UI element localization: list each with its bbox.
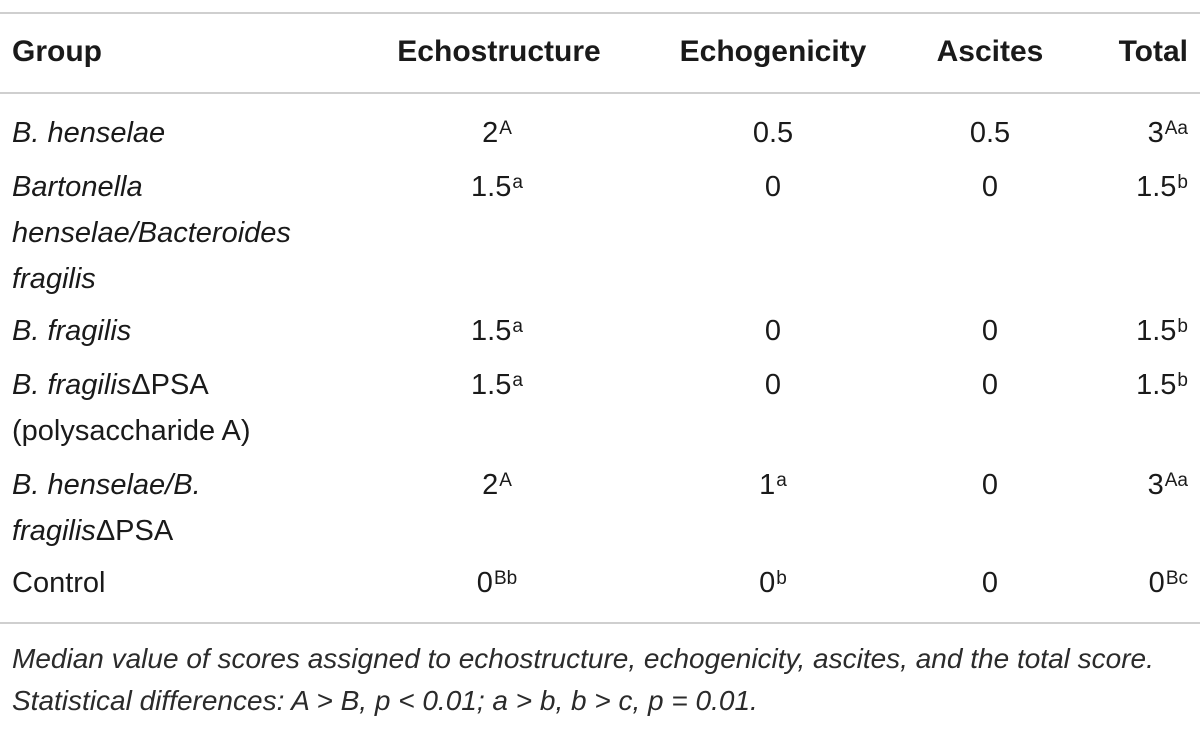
row-2-ascites: 0: [981, 171, 999, 203]
row-1-echostructure: 2A: [482, 117, 512, 149]
row-4-echostructure: 1.5a: [471, 369, 523, 401]
row-5-total: 3Aa: [1147, 469, 1188, 501]
row-1-ascites: 0.5: [969, 117, 1011, 149]
row-3-total: 1.5b: [1136, 315, 1188, 347]
row-2-group: Bartonella henselae/Bacteroides fragilis: [12, 171, 291, 295]
row-6-group: Control: [12, 567, 106, 599]
row-5-echostructure: 2A: [482, 469, 512, 501]
header-group: Group: [12, 35, 102, 68]
row-4-echogenicity: 0: [764, 369, 782, 401]
top-rule: [0, 12, 1200, 14]
row-5-echogenicity: 1a: [759, 469, 787, 501]
row-5-ascites: 0: [981, 469, 999, 501]
row-6-ascites: 0: [981, 567, 999, 599]
row-3-ascites: 0: [981, 315, 999, 347]
row-4-group: B. fragilisΔPSA (polysaccharide A): [12, 369, 251, 447]
header-ascites: Ascites: [936, 35, 1044, 68]
row-2-echostructure: 1.5a: [471, 171, 523, 203]
bottom-rule: [0, 622, 1200, 624]
row-3-group: B. fragilis: [12, 315, 132, 347]
row-1-group: B. henselae: [12, 117, 166, 149]
table-caption: Median value of scores assigned to echos…: [12, 643, 1154, 716]
row-1-total: 3Aa: [1147, 117, 1188, 149]
row-1-echogenicity: 0.5: [752, 117, 794, 149]
row-2-total: 1.5b: [1136, 171, 1188, 203]
row-4-ascites: 0: [981, 369, 999, 401]
row-6-echogenicity: 0b: [759, 567, 787, 599]
row-4-total: 1.5b: [1136, 369, 1188, 401]
header-rule: [0, 92, 1200, 94]
row-3-echostructure: 1.5a: [471, 315, 523, 347]
header-echogenicity: Echogenicity: [679, 35, 867, 68]
row-5-group: B. henselae/B. fragilisΔPSA: [12, 469, 201, 547]
row-6-echostructure: 0Bb: [476, 567, 518, 599]
header-total: Total: [1118, 35, 1188, 68]
row-3-echogenicity: 0: [764, 315, 782, 347]
header-echostructure: Echostructure: [397, 35, 601, 68]
row-2-echogenicity: 0: [764, 171, 782, 203]
row-6-total: 0Bc: [1148, 567, 1188, 599]
